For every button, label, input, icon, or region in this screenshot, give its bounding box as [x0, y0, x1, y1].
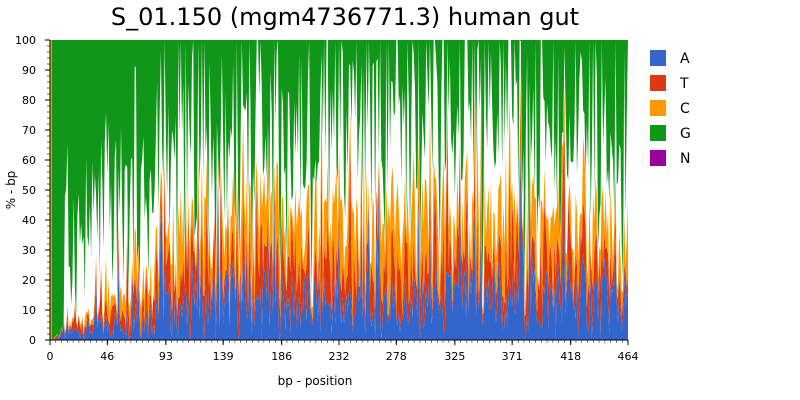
- y-tick-label: 0: [29, 334, 36, 347]
- legend-label-a: A: [680, 51, 690, 67]
- x-tick-label: 93: [159, 350, 173, 363]
- legend-swatch-a: [650, 50, 666, 66]
- y-axis: 0 10 20 30 40 50 60 70 80 90 100: [15, 34, 51, 347]
- x-tick-label: 278: [386, 350, 407, 363]
- x-axis: 0 46 93 139 186 232 278 325 371 418 464: [47, 339, 639, 363]
- x-axis-label: bp - position: [278, 374, 353, 388]
- series-t-area: [50, 103, 628, 340]
- legend-label-c: C: [680, 101, 690, 117]
- legend-label-n: N: [680, 151, 690, 167]
- x-tick-label: 464: [618, 350, 639, 363]
- x-tick-label: 371: [502, 350, 523, 363]
- y-tick-label: 40: [22, 214, 36, 227]
- x-tick-label: 139: [213, 350, 234, 363]
- x-tick-label: 186: [271, 350, 292, 363]
- x-tick-label: 418: [560, 350, 581, 363]
- series-a-area: [50, 151, 628, 340]
- x-tick-label: 46: [100, 350, 114, 363]
- chart-title: S_01.150 (mgm4736771.3) human gut: [111, 3, 579, 31]
- x-tick-label: 325: [444, 350, 465, 363]
- y-tick-label: 70: [22, 124, 36, 137]
- y-tick-label: 30: [22, 244, 36, 257]
- y-tick-label: 50: [22, 184, 36, 197]
- legend-label-t: T: [679, 76, 689, 92]
- legend-swatch-c: [650, 100, 666, 116]
- start-strip: [50, 40, 52, 340]
- series-g-area: [50, 40, 628, 340]
- y-tick-label: 60: [22, 154, 36, 167]
- legend-swatch-t: [650, 75, 666, 91]
- plot-area: [50, 40, 628, 341]
- series-c-area: [50, 59, 628, 341]
- legend-swatch-g: [650, 125, 666, 141]
- x-tick-label: 0: [47, 350, 54, 363]
- x-tick-label: 232: [329, 350, 350, 363]
- y-tick-label: 10: [22, 304, 36, 317]
- y-tick-label: 100: [15, 34, 36, 47]
- legend-label-g: G: [680, 126, 691, 142]
- y-tick-label: 90: [22, 64, 36, 77]
- legend-swatch-n: [650, 150, 666, 166]
- y-tick-label: 80: [22, 94, 36, 107]
- y-axis-label: % - bp: [4, 171, 18, 210]
- y-tick-label: 20: [22, 274, 36, 287]
